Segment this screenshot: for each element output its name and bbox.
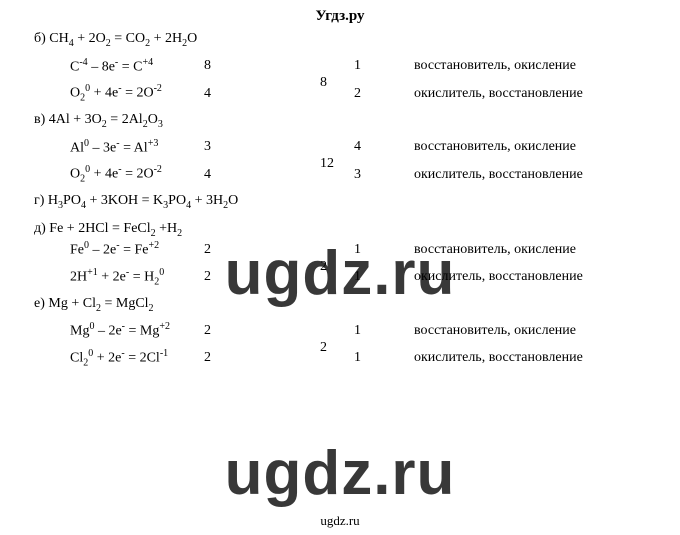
half-reaction-v1: Al0 – 3e- = Al+3 3 4 восстановитель, оки… xyxy=(34,138,660,157)
half-reaction-e1: Mg0 – 2e- = Mg+2 2 1 восстановитель, оки… xyxy=(34,321,660,340)
equation-g: г) H3PO4 + 3KOH = K3PO4 + 3H2O xyxy=(34,193,660,211)
c1-e1: 2 xyxy=(204,323,284,339)
label-b: б) xyxy=(34,31,49,46)
label-g: г) xyxy=(34,193,48,208)
c2-d2: 1 xyxy=(354,269,414,285)
equation-e: е) Mg + Cl2 = MgCl2 xyxy=(34,296,660,314)
rx-e1: Mg0 – 2e- = Mg+2 xyxy=(34,321,204,340)
c2-b1: 1 xyxy=(354,58,414,74)
rx-v1: Al0 – 3e- = Al+3 xyxy=(34,138,204,157)
half-reaction-b1: C-4 – 8e- = C+4 8 1 восстановитель, окис… xyxy=(34,57,660,76)
formula-v: 4Al + 3O2 = 2Al2O3 xyxy=(49,112,163,127)
equation-v: в) 4Al + 3O2 = 2Al2O3 xyxy=(34,112,660,130)
role-v1: восстановитель, окисление xyxy=(414,139,660,155)
equation-b: б) CH4 + 2O2 = CO2 + 2H2O xyxy=(34,31,660,49)
rx-e2: Cl20 + 2e- = 2Cl-1 xyxy=(34,348,204,368)
label-e: е) xyxy=(34,296,48,311)
c2-v2: 3 xyxy=(354,167,414,183)
c2-e2: 1 xyxy=(354,350,414,366)
rx-b1: C-4 – 8e- = C+4 xyxy=(34,57,204,76)
c1-d2: 2 xyxy=(204,269,284,285)
c1-d1: 2 xyxy=(204,242,284,258)
c2-e1: 1 xyxy=(354,323,414,339)
formula-b: CH4 + 2O2 = CO2 + 2H2O xyxy=(49,31,197,46)
rx-d1: Fe0 – 2e- = Fe+2 xyxy=(34,240,204,259)
c1-b2: 4 xyxy=(204,86,284,102)
c2-d1: 1 xyxy=(354,242,414,258)
c1-v1: 3 xyxy=(204,139,284,155)
formula-e: Mg + Cl2 = MgCl2 xyxy=(48,296,153,311)
role-b2: окислитель, восстановление xyxy=(414,86,660,102)
role-v2: окислитель, восстановление xyxy=(414,167,660,183)
formula-g: H3PO4 + 3KOH = K3PO4 + 3H2O xyxy=(48,193,238,208)
c1-v2: 4 xyxy=(204,167,284,183)
role-e1: восстановитель, окисление xyxy=(414,323,660,339)
c2-b2: 2 xyxy=(354,86,414,102)
label-d: д) xyxy=(34,221,49,236)
formula-d: Fe + 2HCl = FeCl2 +H2 xyxy=(49,221,182,236)
half-reaction-d2: 2H+1 + 2e- = H20 2 1 окислитель, восстан… xyxy=(34,267,660,287)
chemistry-content: б) CH4 + 2O2 = CO2 + 2H2O C-4 – 8e- = C+… xyxy=(0,31,680,368)
c1-b1: 8 xyxy=(204,58,284,74)
watermark-2: ugdz.ru xyxy=(225,438,456,509)
rx-d2: 2H+1 + 2e- = H20 xyxy=(34,267,204,287)
half-reaction-d1: Fe0 – 2e- = Fe+2 2 1 восстановитель, оки… xyxy=(34,240,660,259)
role-d1: восстановитель, окисление xyxy=(414,242,660,258)
c2-v1: 4 xyxy=(354,139,414,155)
half-reaction-e2: Cl20 + 2e- = 2Cl-1 2 1 окислитель, восст… xyxy=(34,348,660,368)
equation-d: д) Fe + 2HCl = FeCl2 +H2 xyxy=(34,221,660,239)
role-e2: окислитель, восстановление xyxy=(414,350,660,366)
half-reaction-b2: O20 + 4e- = 2O-2 4 2 окислитель, восстан… xyxy=(34,83,660,103)
label-v: в) xyxy=(34,112,49,127)
rx-v2: O20 + 4e- = 2O-2 xyxy=(34,164,204,184)
c1-e2: 2 xyxy=(204,350,284,366)
rx-b2: O20 + 4e- = 2O-2 xyxy=(34,83,204,103)
page-footer: ugdz.ru xyxy=(0,513,680,529)
role-b1: восстановитель, окисление xyxy=(414,58,660,74)
page-header: Угдз.ру xyxy=(0,0,680,31)
half-reaction-v2: O20 + 4e- = 2O-2 4 3 окислитель, восстан… xyxy=(34,164,660,184)
role-d2: окислитель, восстановление xyxy=(414,269,660,285)
